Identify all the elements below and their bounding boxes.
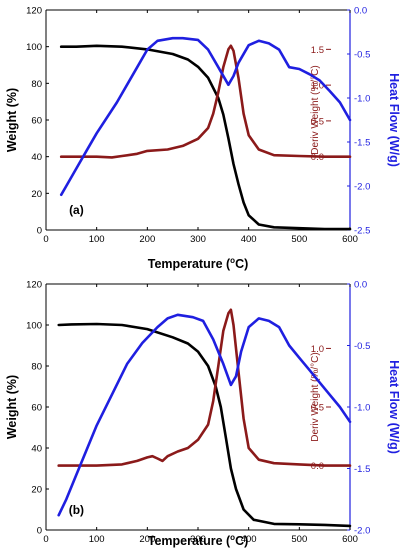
x-tick-label: 400 (241, 534, 257, 545)
x-tick-label: 0 (43, 534, 48, 545)
deriv-tick-label: 0.0 (311, 461, 324, 472)
x-axis-title: Temperature (oC) (148, 533, 249, 548)
x-tick-label: 600 (342, 234, 358, 245)
x-tick-label: 300 (190, 234, 206, 245)
deriv-axis-title: Deriv Weight (%/°C) (310, 65, 321, 154)
x-tick-label: 200 (139, 234, 155, 245)
x-tick-label: 300 (190, 534, 206, 545)
left-tick-label: 0 (37, 526, 42, 537)
right-tick-label: -0.5 (354, 50, 370, 61)
right-tick-label: -1.5 (354, 138, 370, 149)
left-tick-label: 60 (31, 116, 42, 127)
right-tick-label: -1.0 (354, 403, 370, 414)
x-tick-label: 500 (291, 234, 307, 245)
right-tick-label: -0.5 (354, 341, 370, 352)
weight-curve (57, 322, 352, 528)
x-axis-title-sup: o (230, 533, 235, 542)
chart-panel-a: 0 100 200 300 400 500 600 0 20 40 60 80 100 120 -2.5 -2… (5, 6, 401, 272)
x-tick-label: 200 (139, 534, 155, 545)
x-tick-label: 100 (89, 534, 105, 545)
x-axis-title: Temperature (oC) (148, 256, 249, 271)
left-tick-label: 100 (26, 42, 42, 53)
left-tick-label: 40 (31, 152, 42, 163)
x-axis-title-main: Temperature ( (148, 257, 231, 271)
left-axis-title: Weight (%) (5, 88, 19, 152)
right-tick-label: -2.0 (354, 182, 370, 193)
weight-curve (59, 44, 352, 231)
x-axis-title-main: Temperature ( (148, 534, 231, 548)
left-tick-label: 40 (31, 444, 42, 455)
right-tick-label: -2.0 (354, 526, 370, 537)
left-tick-label: 120 (26, 6, 42, 17)
heat-flow-curve (59, 36, 352, 197)
x-tick-label: 500 (291, 534, 307, 545)
deriv-tick-label: 0.5 (311, 116, 324, 127)
left-tick-label: 60 (31, 403, 42, 414)
deriv-tick-label: 1.0 (311, 81, 324, 92)
panel-label: (b) (69, 503, 84, 517)
deriv-tick-label: 0.5 (311, 403, 324, 414)
right-tick-label: -1.0 (354, 94, 370, 105)
right-axis-title: Heat Flow (W/g) (387, 360, 401, 454)
left-tick-label: 20 (31, 189, 42, 200)
x-axis-title-tail: C) (235, 257, 248, 271)
left-axis-title: Weight (%) (5, 375, 19, 439)
right-tick-label: 0.0 (354, 280, 367, 291)
x-axis-title-tail: C) (235, 534, 248, 548)
left-tick-label: 120 (26, 280, 42, 291)
left-tick-label: 20 (31, 485, 42, 496)
heat-flow-curve (57, 313, 352, 517)
deriv-weight-curve (57, 308, 352, 467)
right-tick-label: 0.0 (354, 6, 367, 17)
deriv-weight-curve (59, 44, 352, 159)
left-tick-label: 80 (31, 79, 42, 90)
right-tick-label: -1.5 (354, 464, 370, 475)
left-tick-label: 0 (37, 226, 42, 237)
panel-label: (a) (69, 203, 84, 217)
right-axis-title: Heat Flow (W/g) (387, 73, 401, 167)
deriv-tick-label: 1.0 (311, 344, 324, 355)
x-tick-label: 100 (89, 234, 105, 245)
right-tick-label: -2.5 (354, 226, 370, 237)
left-tick-label: 80 (31, 362, 42, 373)
left-tick-label: 100 (26, 321, 42, 332)
x-tick-label: 600 (342, 534, 358, 545)
deriv-axis-title: Deriv Weight (%/°C) (310, 352, 321, 441)
deriv-tick-label: 1.5 (311, 45, 324, 56)
x-tick-label: 400 (241, 234, 257, 245)
x-tick-label: 0 (43, 234, 48, 245)
x-axis-title-sup: o (230, 256, 235, 265)
chart-panel-b: 0 100 200 300 400 500 600 0 20 40 60 80 100 120 -2.0 -1… (5, 280, 401, 549)
